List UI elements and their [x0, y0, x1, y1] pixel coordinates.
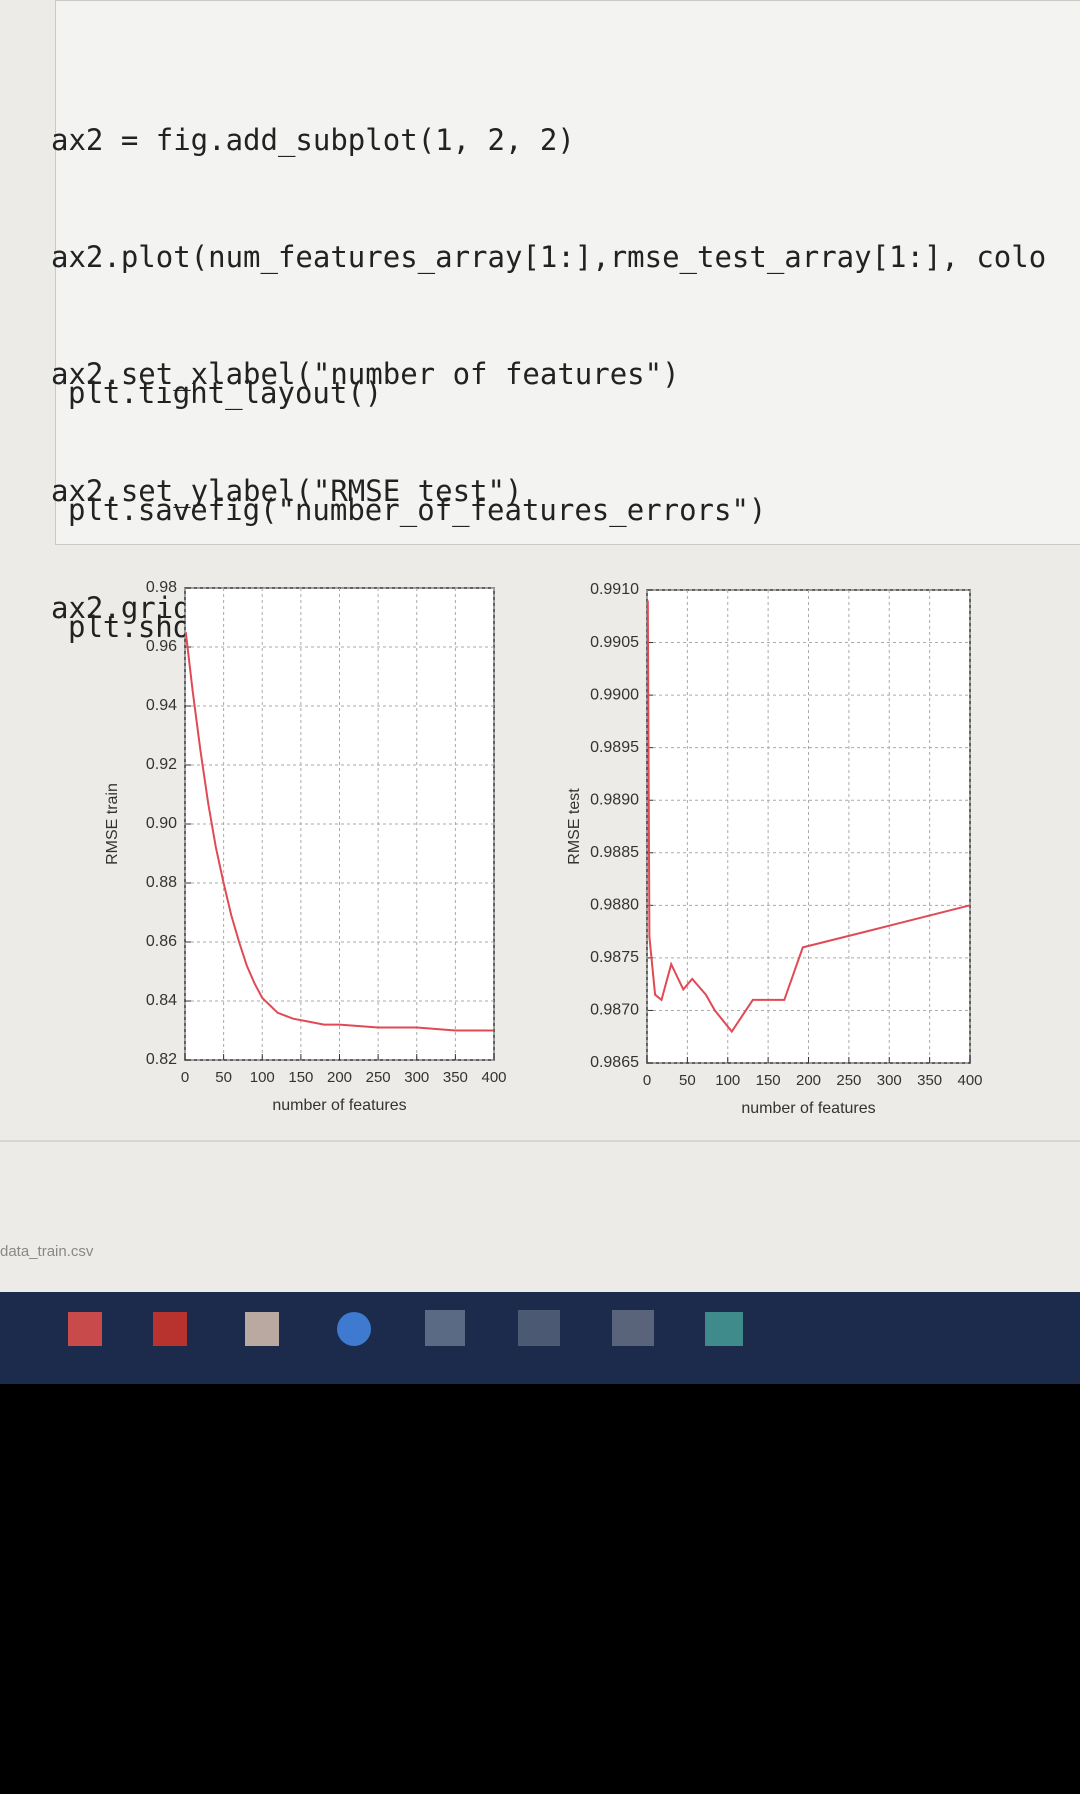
- y-axis-label: RMSE train: [104, 783, 121, 865]
- code-line: plt.savefig("number_of_features_errors"): [68, 493, 767, 527]
- x-tick-label: 200: [796, 1072, 821, 1089]
- y-tick-label: 0.86: [146, 933, 177, 950]
- code-block: plt.tight_layout() plt.savefig("number_o…: [68, 296, 766, 725]
- y-tick-label: 0.82: [146, 1051, 177, 1068]
- y-tick-label: 0.94: [146, 697, 177, 714]
- x-tick-label: 200: [327, 1069, 352, 1086]
- code-line: ax2.set_xlabel("number of features"): [51, 357, 680, 391]
- code-block: ax2 = fig.add_subplot(1, 2, 2) ax2.plot(…: [51, 43, 1046, 706]
- x-tick-label: 300: [877, 1072, 902, 1089]
- y-tick-label: 0.88: [146, 874, 177, 891]
- x-tick-label: 250: [366, 1069, 391, 1086]
- x-tick-label: 100: [250, 1069, 275, 1086]
- taskbar-icon[interactable]: [68, 1312, 102, 1346]
- taskbar-icon[interactable]: [337, 1312, 371, 1346]
- x-tick-label: 100: [715, 1072, 740, 1089]
- figure: 0.82 0.84 0.86 0.88 0.90 0.92 0.94 0.96 0.98 0 50 1…: [104, 579, 982, 1117]
- y-tick-label: 0.9865: [590, 1054, 639, 1071]
- y-tick-label: 0.9900: [590, 686, 639, 703]
- code-cell[interactable]: ax2 = fig.add_subplot(1, 2, 2) ax2.plot(…: [51, 0, 1080, 644]
- x-tick-label: 50: [215, 1069, 232, 1086]
- code-line: plt.tight_layout(): [68, 376, 383, 410]
- data-line: [184, 632, 494, 1032]
- taskbar-icon[interactable]: [425, 1310, 465, 1346]
- code-line: ax2.set_ylabel("RMSE test"): [51, 474, 523, 508]
- y-tick-label: 0.9870: [590, 1002, 639, 1019]
- code-line: ax2 = fig.add_subplot(1, 2, 2): [51, 123, 575, 157]
- taskbar-icon[interactable]: [705, 1312, 743, 1346]
- code-line: ax2.plot(num_features_array[1:],rmse_tes…: [51, 240, 1047, 274]
- y-tick-label: 0.90: [146, 815, 177, 832]
- y-tick-label: 0.9890: [590, 791, 639, 808]
- x-tick-label: 50: [679, 1072, 696, 1089]
- y-tick-label: 0.9880: [590, 897, 639, 914]
- y-tick-label: 0.9875: [590, 949, 639, 966]
- y-tick-label: 0.92: [146, 756, 177, 773]
- x-tick-label: 300: [404, 1069, 429, 1086]
- y-tick-label: 0.9905: [590, 634, 639, 651]
- y-tick-label: 0.84: [146, 992, 177, 1009]
- y-tick-label: 0.9910: [590, 581, 639, 598]
- x-tick-label: 350: [443, 1069, 468, 1086]
- taskbar-icon[interactable]: [153, 1312, 187, 1346]
- x-tick-label: 0: [643, 1072, 651, 1089]
- y-tick-label: 0.98: [146, 579, 177, 596]
- divider: [0, 1140, 1080, 1142]
- taskbar: [0, 1292, 1080, 1384]
- data-line: [646, 600, 971, 1034]
- taskbar-icon[interactable]: [245, 1312, 279, 1346]
- x-tick-label: 150: [756, 1072, 781, 1089]
- x-axis-label: number of features: [741, 1100, 875, 1117]
- y-axis-label: RMSE test: [566, 788, 583, 865]
- y-tick-label: 0.9885: [590, 844, 639, 861]
- x-tick-label: 400: [481, 1069, 506, 1086]
- x-tick-label: 400: [957, 1072, 982, 1089]
- download-filename[interactable]: data_train.csv: [0, 1243, 94, 1260]
- x-tick-label: 0: [181, 1069, 189, 1086]
- taskbar-icon[interactable]: [612, 1310, 654, 1346]
- y-tick-label: 0.96: [146, 638, 177, 655]
- y-tick-label: 0.9895: [590, 739, 639, 756]
- x-tick-label: 250: [836, 1072, 861, 1089]
- x-tick-label: 350: [917, 1072, 942, 1089]
- x-axis-label: number of features: [272, 1097, 406, 1114]
- x-tick-label: 150: [288, 1069, 313, 1086]
- taskbar-icon[interactable]: [518, 1310, 560, 1346]
